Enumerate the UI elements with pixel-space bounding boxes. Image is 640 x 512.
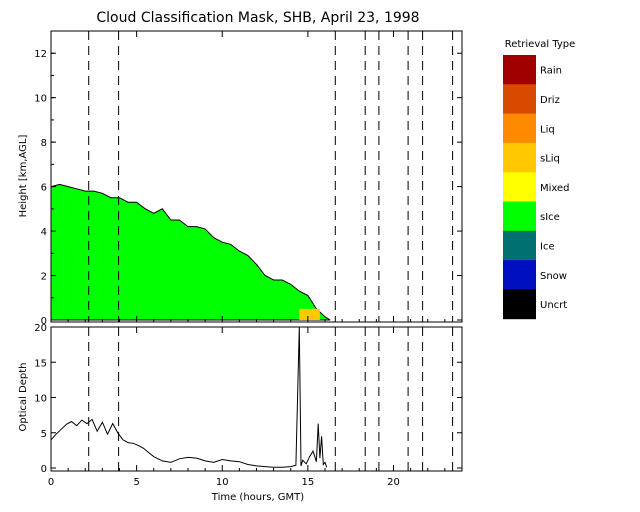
classification-mask-plot: 0 2 4 6 8 10 12 <box>34 30 463 327</box>
legend-label-rain: Rain <box>540 66 562 77</box>
retrieval-type-legend: Rain Driz Liq sLiq Mixed sIce Ice Snow Uncrt <box>503 55 570 320</box>
y-tick-label: 4 <box>41 227 47 238</box>
x-tick-label: 5 <box>133 477 139 488</box>
y-tick-label: 8 <box>41 138 47 149</box>
legend-label-sice: sIce <box>540 212 560 223</box>
legend-label-driz: Driz <box>540 95 560 106</box>
legend-swatch-ice <box>503 230 536 261</box>
y-tick-label: 10 <box>34 394 47 405</box>
legend-label-mixed: Mixed <box>540 183 570 194</box>
legend-swatch-sliq <box>503 142 536 173</box>
x-tick-label: 20 <box>387 477 400 488</box>
legend-swatch-rain <box>503 55 536 85</box>
y-tick-label: 6 <box>41 183 47 194</box>
y-tick-label: 0 <box>41 316 47 327</box>
legend-swatch-liq <box>503 113 536 144</box>
x-tick-label: 10 <box>216 477 229 488</box>
y-tick-label: 12 <box>34 49 47 60</box>
chart-title: Cloud Classification Mask, SHB, April 23… <box>96 10 419 26</box>
legend-label-snow: Snow <box>540 271 567 282</box>
legend-label-liq: Liq <box>540 124 555 135</box>
bottom-y-axis-label: Optical Depth <box>18 363 29 432</box>
y-tick-label: 10 <box>34 94 47 105</box>
legend-swatch-snow <box>503 260 536 290</box>
legend-swatch-sice <box>503 201 536 232</box>
sliq-patch <box>299 308 320 320</box>
legend-title: Retrieval Type <box>505 39 576 50</box>
legend-label-sliq: sLiq <box>540 154 560 165</box>
sice-cloud-region <box>50 183 331 321</box>
optical-depth-plot: 0 5 10 15 20 0 5 10 15 20 <box>34 323 463 488</box>
legend-swatch-uncrt <box>503 289 536 320</box>
y-tick-label: 20 <box>34 323 47 334</box>
bottom-plot-frame <box>50 326 463 472</box>
legend-swatch-driz <box>503 84 536 115</box>
y-tick-label: 5 <box>41 429 47 440</box>
legend-label-uncrt: Uncrt <box>540 300 567 311</box>
optical-depth-line <box>50 326 328 468</box>
top-y-axis-label: Height [km,AGL] <box>18 135 29 218</box>
x-tick-label: 15 <box>302 477 315 488</box>
y-tick-label: 2 <box>41 272 47 283</box>
y-tick-label: 15 <box>34 358 47 369</box>
legend-swatch-mixed <box>503 172 536 202</box>
legend-label-ice: Ice <box>540 242 555 253</box>
x-tick-label: 0 <box>48 477 54 488</box>
x-axis-label: Time (hours, GMT) <box>211 492 305 503</box>
y-tick-label: 0 <box>41 464 47 475</box>
